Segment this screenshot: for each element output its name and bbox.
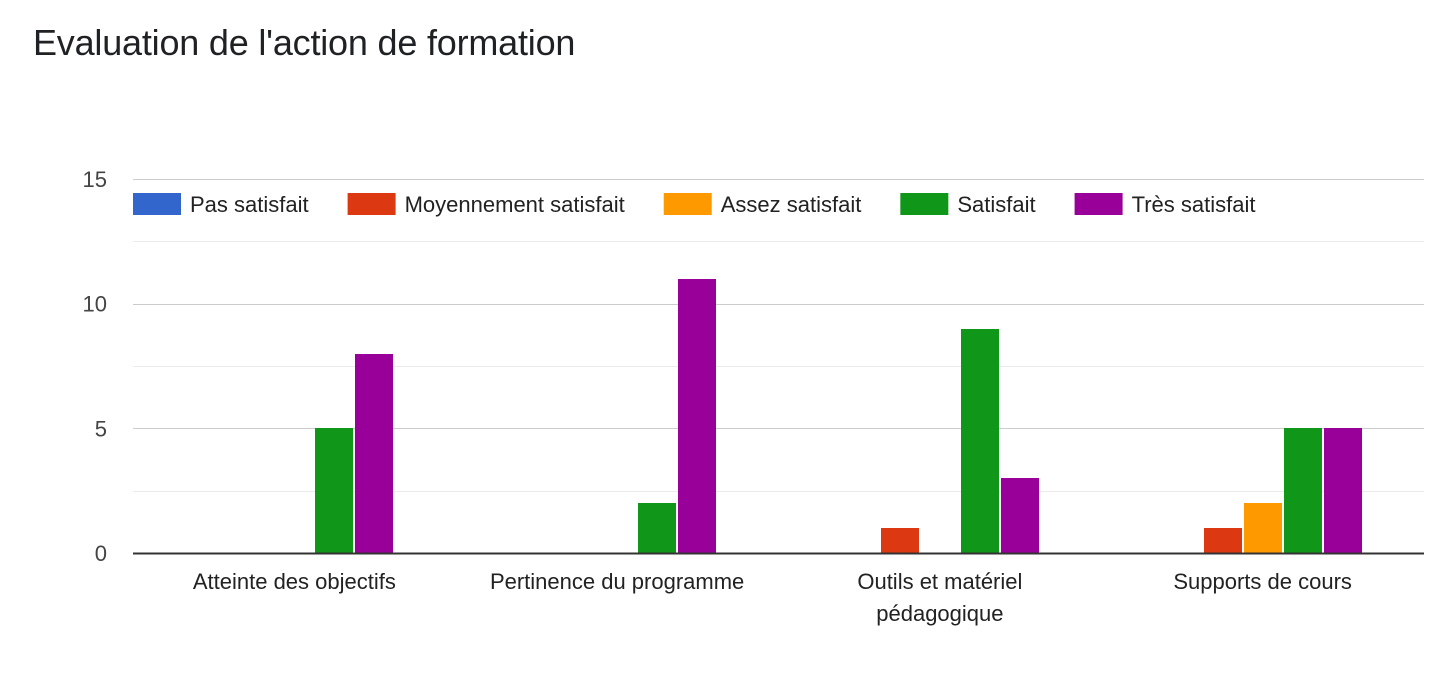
x-tick-label-line: Pertinence du programme <box>490 569 744 594</box>
bar-2-1[interactable] <box>881 528 919 553</box>
bar-2-4[interactable] <box>1001 478 1039 553</box>
x-tick-label: Supports de cours <box>1173 569 1352 594</box>
legend-item-2[interactable]: Assez satisfait <box>663 192 862 217</box>
x-tick-label-line: Outils et matériel <box>857 569 1022 594</box>
legend-label: Assez satisfait <box>721 192 862 217</box>
legend-swatch <box>133 193 181 215</box>
x-tick-label: Outils et matériel pédagogique <box>857 569 1022 626</box>
legend-item-4[interactable]: Très satisfait <box>1074 192 1256 217</box>
bars <box>315 279 1362 553</box>
bar-3-1[interactable] <box>1204 528 1242 553</box>
legend-swatch <box>900 193 949 215</box>
legend-label: Satisfait <box>957 192 1035 217</box>
y-tick-label: 15 <box>83 167 107 192</box>
bar-0-4[interactable] <box>355 354 393 553</box>
x-tick-label-line: Supports de cours <box>1173 569 1352 594</box>
x-tick-label: Atteinte des objectifs <box>193 569 396 594</box>
y-axis-ticks: 0 5 10 15 <box>83 167 107 566</box>
y-tick-label: 5 <box>95 416 107 441</box>
legend-item-0[interactable]: Pas satisfait <box>133 192 309 217</box>
legend: Pas satisfait Moyennement satisfait Assez … <box>133 192 1255 217</box>
bar-2-3[interactable] <box>961 329 999 553</box>
x-tick-label: Pertinence du programme <box>490 569 744 594</box>
x-tick-label-line: pédagogique <box>876 601 1003 626</box>
bar-0-3[interactable] <box>315 428 353 553</box>
x-tick-label-line: Atteinte des objectifs <box>193 569 396 594</box>
chart-title: Evaluation de l'action de formation <box>33 22 576 63</box>
legend-item-1[interactable]: Moyennement satisfait <box>347 192 625 217</box>
bar-3-4[interactable] <box>1324 428 1362 553</box>
legend-label: Moyennement satisfait <box>405 192 625 217</box>
legend-label: Pas satisfait <box>190 192 309 217</box>
y-tick-label: 0 <box>95 541 107 566</box>
bar-3-2[interactable] <box>1244 503 1282 553</box>
y-tick-label: 10 <box>83 292 107 317</box>
legend-swatch <box>663 193 712 215</box>
x-axis-labels: Atteinte des objectifs Pertinence du prog… <box>193 569 1352 626</box>
legend-item-3[interactable]: Satisfait <box>900 192 1036 217</box>
legend-swatch <box>347 193 396 215</box>
bar-1-4[interactable] <box>678 279 716 553</box>
bar-3-3[interactable] <box>1284 428 1322 553</box>
legend-label: Très satisfait <box>1132 192 1256 217</box>
legend-swatch <box>1074 193 1123 215</box>
bar-1-3[interactable] <box>638 503 676 553</box>
